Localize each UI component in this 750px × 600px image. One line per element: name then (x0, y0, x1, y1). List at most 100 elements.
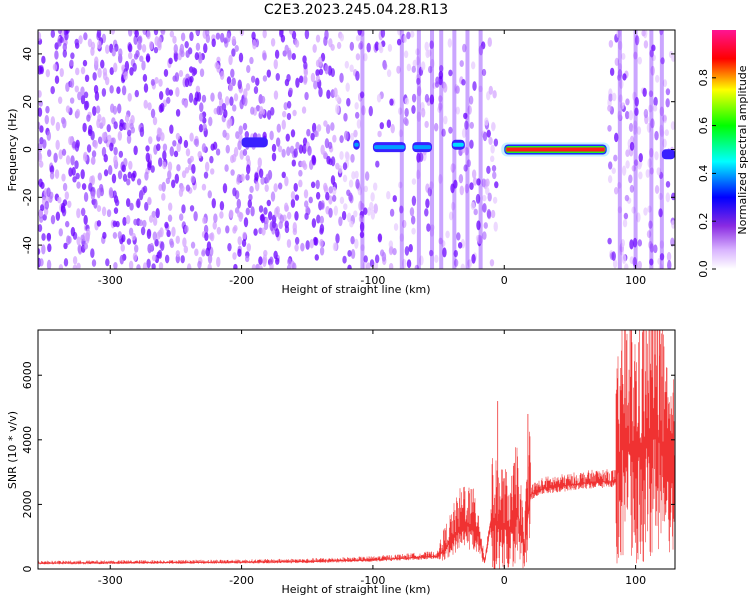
heatmap-cell (104, 76, 110, 86)
heatmap-cell (238, 125, 243, 135)
heatmap-cell (93, 198, 98, 209)
heatmap-cell (354, 111, 360, 119)
heatmap-cell (110, 30, 116, 35)
heatmap-cell (263, 221, 269, 231)
heatmap-cell (219, 70, 225, 81)
heatmap-cell (229, 209, 234, 218)
heatmap-cell (471, 169, 477, 179)
heatmap-cell (233, 93, 239, 102)
heatmap-cell (61, 207, 67, 217)
heatmap-cell (282, 110, 287, 118)
heatmap-cell (77, 245, 83, 255)
heatmap-cell (632, 237, 638, 248)
snr-y-ticks: 0 2000 4000 6000 (21, 361, 675, 573)
heatmap-cell (374, 254, 380, 264)
heatmap-cell (468, 95, 474, 105)
heatmap-cell (379, 122, 384, 130)
heatmap-cell (434, 81, 440, 88)
heatmap-cell (280, 34, 286, 43)
heatmap-cell (243, 88, 248, 99)
heatmap-cell (195, 85, 201, 93)
heatmap-cell (349, 41, 355, 51)
heatmap-cell (132, 170, 137, 179)
heatmap-cell (475, 193, 481, 204)
heatmap-cell (370, 209, 376, 220)
heatmap-cell (245, 173, 250, 181)
heatmap-cell (415, 56, 420, 66)
heatmap-cell (290, 129, 296, 138)
heatmap-cell (71, 166, 76, 176)
heatmap-cell (625, 149, 630, 157)
heatmap-cell (82, 122, 87, 133)
heatmap-cell (354, 170, 359, 179)
heatmap-cell (65, 30, 70, 35)
heatmap-cell (319, 246, 325, 256)
heatmap-cell (467, 259, 472, 269)
heatmap-cell (274, 207, 279, 218)
heatmap-cell (662, 115, 667, 122)
heatmap-cell (411, 104, 416, 115)
heatmap-cell (270, 191, 276, 202)
heatmap-cell (286, 100, 292, 109)
heatmap-cell (207, 190, 212, 199)
heatmap-cell (45, 105, 50, 114)
heatmap-cell (161, 30, 166, 36)
heatmap-cell (424, 41, 429, 52)
heatmap-cell (273, 250, 278, 260)
heatmap-cell (353, 129, 358, 138)
heatmap-cell (194, 248, 199, 257)
heatmap-cell (351, 171, 356, 180)
heatmap-cell (315, 75, 321, 83)
heatmap-cell (323, 36, 328, 47)
heatmap-cell (469, 121, 474, 129)
heatmap-cell (61, 173, 66, 182)
heatmap-cell (275, 228, 280, 238)
heatmap-streak (478, 30, 483, 269)
heatmap-cell (70, 155, 75, 166)
heatmap-cell (216, 64, 221, 73)
heatmap-cell (636, 126, 642, 135)
snr-frame (37, 329, 676, 570)
heatmap-cell (470, 201, 476, 211)
heatmap-cell (464, 183, 470, 194)
heatmap-cell (292, 109, 297, 117)
heatmap-cell (659, 106, 665, 117)
heatmap-cell (193, 138, 198, 146)
heatmap-cell (461, 128, 467, 139)
heatmap-cell (46, 130, 52, 141)
heatmap-cell (290, 191, 296, 200)
heatmap-cell (294, 39, 300, 48)
heatmap-y-tick-label: 40 (21, 47, 34, 61)
heatmap-cell (447, 38, 453, 48)
heatmap-y-tick-label: -40 (21, 236, 34, 254)
heatmap-cell (313, 80, 318, 90)
heatmap-cell (445, 230, 450, 239)
heatmap-cell (360, 202, 365, 210)
heatmap-cell (476, 178, 481, 186)
heatmap-cell (389, 208, 395, 217)
heatmap-cell (58, 228, 63, 237)
heatmap-cell (488, 85, 493, 95)
heatmap-cell (273, 183, 278, 193)
heatmap-cell (281, 171, 286, 179)
heatmap-cell (380, 30, 386, 38)
heatmap-cell (486, 165, 491, 174)
heatmap-cell (284, 44, 289, 54)
heatmap-cell (160, 132, 165, 142)
heatmap-cell (209, 232, 215, 242)
heatmap-cell (142, 219, 147, 228)
heatmap-cell (163, 68, 169, 77)
heatmap-cell (242, 122, 248, 131)
heatmap-feature-core (452, 142, 464, 147)
heatmap-cell (154, 77, 159, 84)
heatmap-cell (416, 111, 422, 122)
heatmap-cell (301, 106, 307, 114)
heatmap-cell (131, 232, 136, 241)
heatmap-cell (618, 94, 623, 103)
heatmap-cell (233, 263, 238, 269)
heatmap-cell (237, 248, 242, 258)
heatmap-cell (127, 129, 132, 137)
heatmap-cell (83, 32, 88, 41)
heatmap-cell (388, 246, 394, 256)
heatmap-cell (76, 208, 81, 219)
